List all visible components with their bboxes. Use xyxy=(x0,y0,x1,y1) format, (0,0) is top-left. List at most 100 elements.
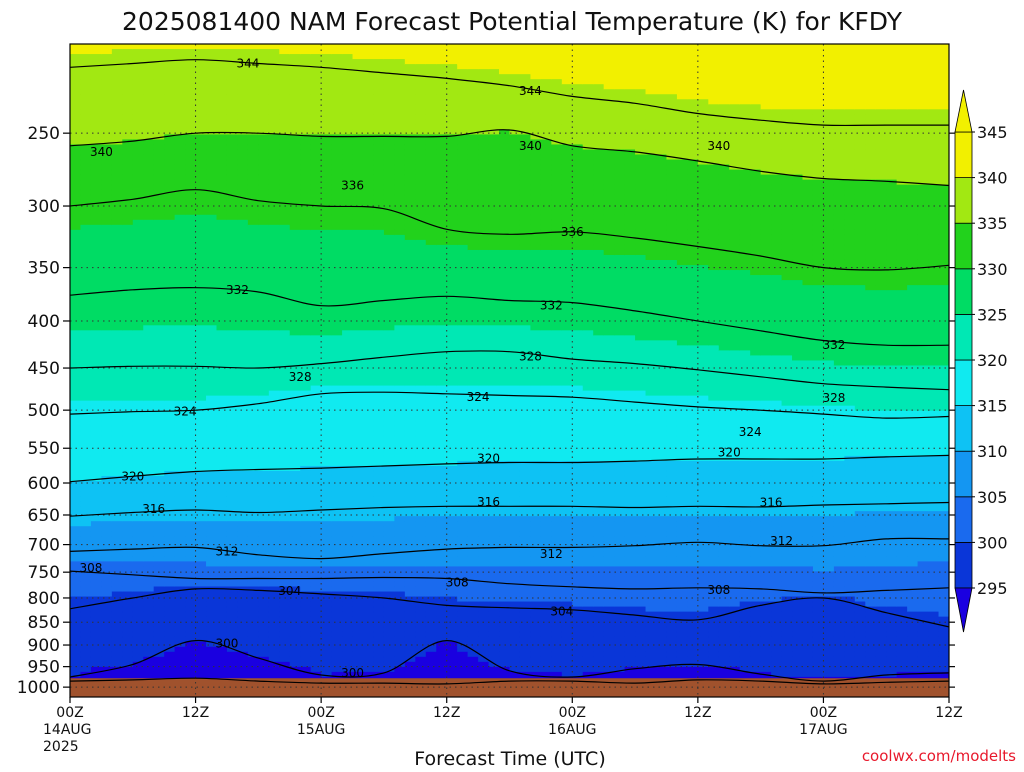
contour-fill-cell xyxy=(321,254,333,261)
contour-fill-cell xyxy=(226,109,239,115)
contour-fill-cell xyxy=(268,330,280,336)
contour-fill-cell xyxy=(404,641,416,648)
contour-fill-cell xyxy=(383,611,395,618)
contour-fill-cell xyxy=(153,335,165,341)
contour-fill-cell xyxy=(331,164,343,171)
contour-fill-cell xyxy=(122,174,134,181)
contour-fill-cell xyxy=(247,385,259,392)
contour-fill-cell xyxy=(321,179,333,186)
contour-fill-cell xyxy=(342,636,354,643)
contour-fill-cell xyxy=(373,666,385,673)
contour-fill-cell xyxy=(216,340,228,346)
contour-fill-cell xyxy=(310,79,322,85)
contour-fill-cell xyxy=(80,174,92,181)
contour-fill-cell xyxy=(310,651,322,658)
contour-fill-cell xyxy=(206,305,218,311)
contour-fill-cell xyxy=(425,305,437,311)
contour-fill-cell xyxy=(132,174,144,181)
contour-fill-cell xyxy=(425,445,437,452)
contour-fill-cell xyxy=(153,124,165,130)
contour-fill-cell xyxy=(373,184,385,191)
contour-fill-cell xyxy=(237,214,249,221)
contour-fill-cell xyxy=(373,465,385,472)
contour-fill-cell xyxy=(164,179,176,186)
contour-fill-cell xyxy=(101,310,113,316)
contour-fill-cell xyxy=(310,380,322,387)
contour-fill-cell xyxy=(80,611,92,618)
contour-fill-cell xyxy=(101,234,113,241)
contour-fill-cell xyxy=(258,169,270,176)
contour-fill-cell xyxy=(70,621,82,628)
contour-fill-cell xyxy=(446,425,458,432)
contour-fill-cell xyxy=(352,470,364,477)
contour-fill-cell xyxy=(70,124,82,130)
contour-fill-cell xyxy=(436,516,448,522)
contour-fill-cell xyxy=(383,661,395,668)
contour-fill-cell xyxy=(289,300,301,306)
contour-fill-cell xyxy=(111,641,123,648)
contour-fill-cell xyxy=(300,229,312,236)
contour-fill-cell xyxy=(289,355,301,362)
contour-fill-cell xyxy=(321,149,333,156)
contour-fill-cell xyxy=(247,536,259,542)
contour-fill-cell xyxy=(425,506,437,512)
contour-fill-cell xyxy=(237,601,249,608)
contour-fill-cell xyxy=(90,350,102,357)
contour-fill-cell xyxy=(289,224,301,231)
contour-fill-cell xyxy=(352,365,364,372)
contour-fill-cell xyxy=(164,275,176,281)
contour-fill-cell xyxy=(310,606,322,613)
contour-fill-cell xyxy=(383,491,395,497)
contour-fill-cell xyxy=(394,174,406,181)
contour-fill-cell xyxy=(185,561,197,567)
contour-fill-cell xyxy=(415,64,427,70)
contour-fill-cell xyxy=(226,611,239,618)
contour-fill-cell xyxy=(268,380,280,387)
contour-fill-cell xyxy=(206,335,218,341)
contour-fill-cell xyxy=(247,154,259,161)
contour-fill-cell xyxy=(122,214,134,221)
contour-fill-cell xyxy=(185,661,197,668)
contour-fill-cell xyxy=(363,270,375,276)
contour-fill-cell xyxy=(226,229,239,236)
contour-fill-cell xyxy=(143,400,155,407)
contour-fill-cell xyxy=(373,636,385,643)
contour-fill-cell xyxy=(279,285,291,291)
contour-fill-cell xyxy=(216,440,228,447)
contour-fill-cell xyxy=(404,546,416,552)
contour-fill-cell xyxy=(467,234,479,241)
contour-fill-cell xyxy=(321,455,333,462)
contour-fill-cell xyxy=(164,209,176,216)
contour-fill-cell xyxy=(80,184,92,191)
contour-fill-cell xyxy=(310,310,322,316)
contour-fill-cell xyxy=(70,69,82,75)
contour-fill-cell xyxy=(101,546,113,552)
contour-fill-cell xyxy=(226,320,239,326)
contour-fill-cell xyxy=(164,355,176,362)
contour-fill-cell xyxy=(122,445,134,452)
contour-fill-cell xyxy=(394,259,406,266)
contour-fill-cell xyxy=(143,435,155,442)
contour-fill-cell xyxy=(279,390,291,397)
contour-fill-cell xyxy=(321,204,333,211)
contour-fill-cell xyxy=(111,44,123,50)
contour-fill-cell xyxy=(70,315,82,321)
contour-fill-cell xyxy=(237,636,249,643)
contour-fill-cell xyxy=(164,576,176,583)
contour-fill-cell xyxy=(226,360,239,367)
contour-fill-cell xyxy=(153,94,165,100)
contour-fill-cell xyxy=(206,501,218,507)
contour-fill-cell xyxy=(185,340,197,346)
contour-fill-cell xyxy=(425,154,437,161)
contour-fill-cell xyxy=(268,300,280,306)
contour-fill-cell xyxy=(300,169,312,176)
contour-fill-cell xyxy=(404,511,416,517)
contour-fill-cell xyxy=(310,400,322,407)
contour-fill-cell xyxy=(404,666,416,673)
contour-fill-cell xyxy=(153,310,165,316)
contour-fill-cell xyxy=(352,295,364,301)
contour-fill-cell xyxy=(195,249,207,256)
contour-fill-cell xyxy=(373,229,385,236)
contour-fill-cell xyxy=(143,99,155,105)
contour-fill-cell xyxy=(153,501,165,507)
